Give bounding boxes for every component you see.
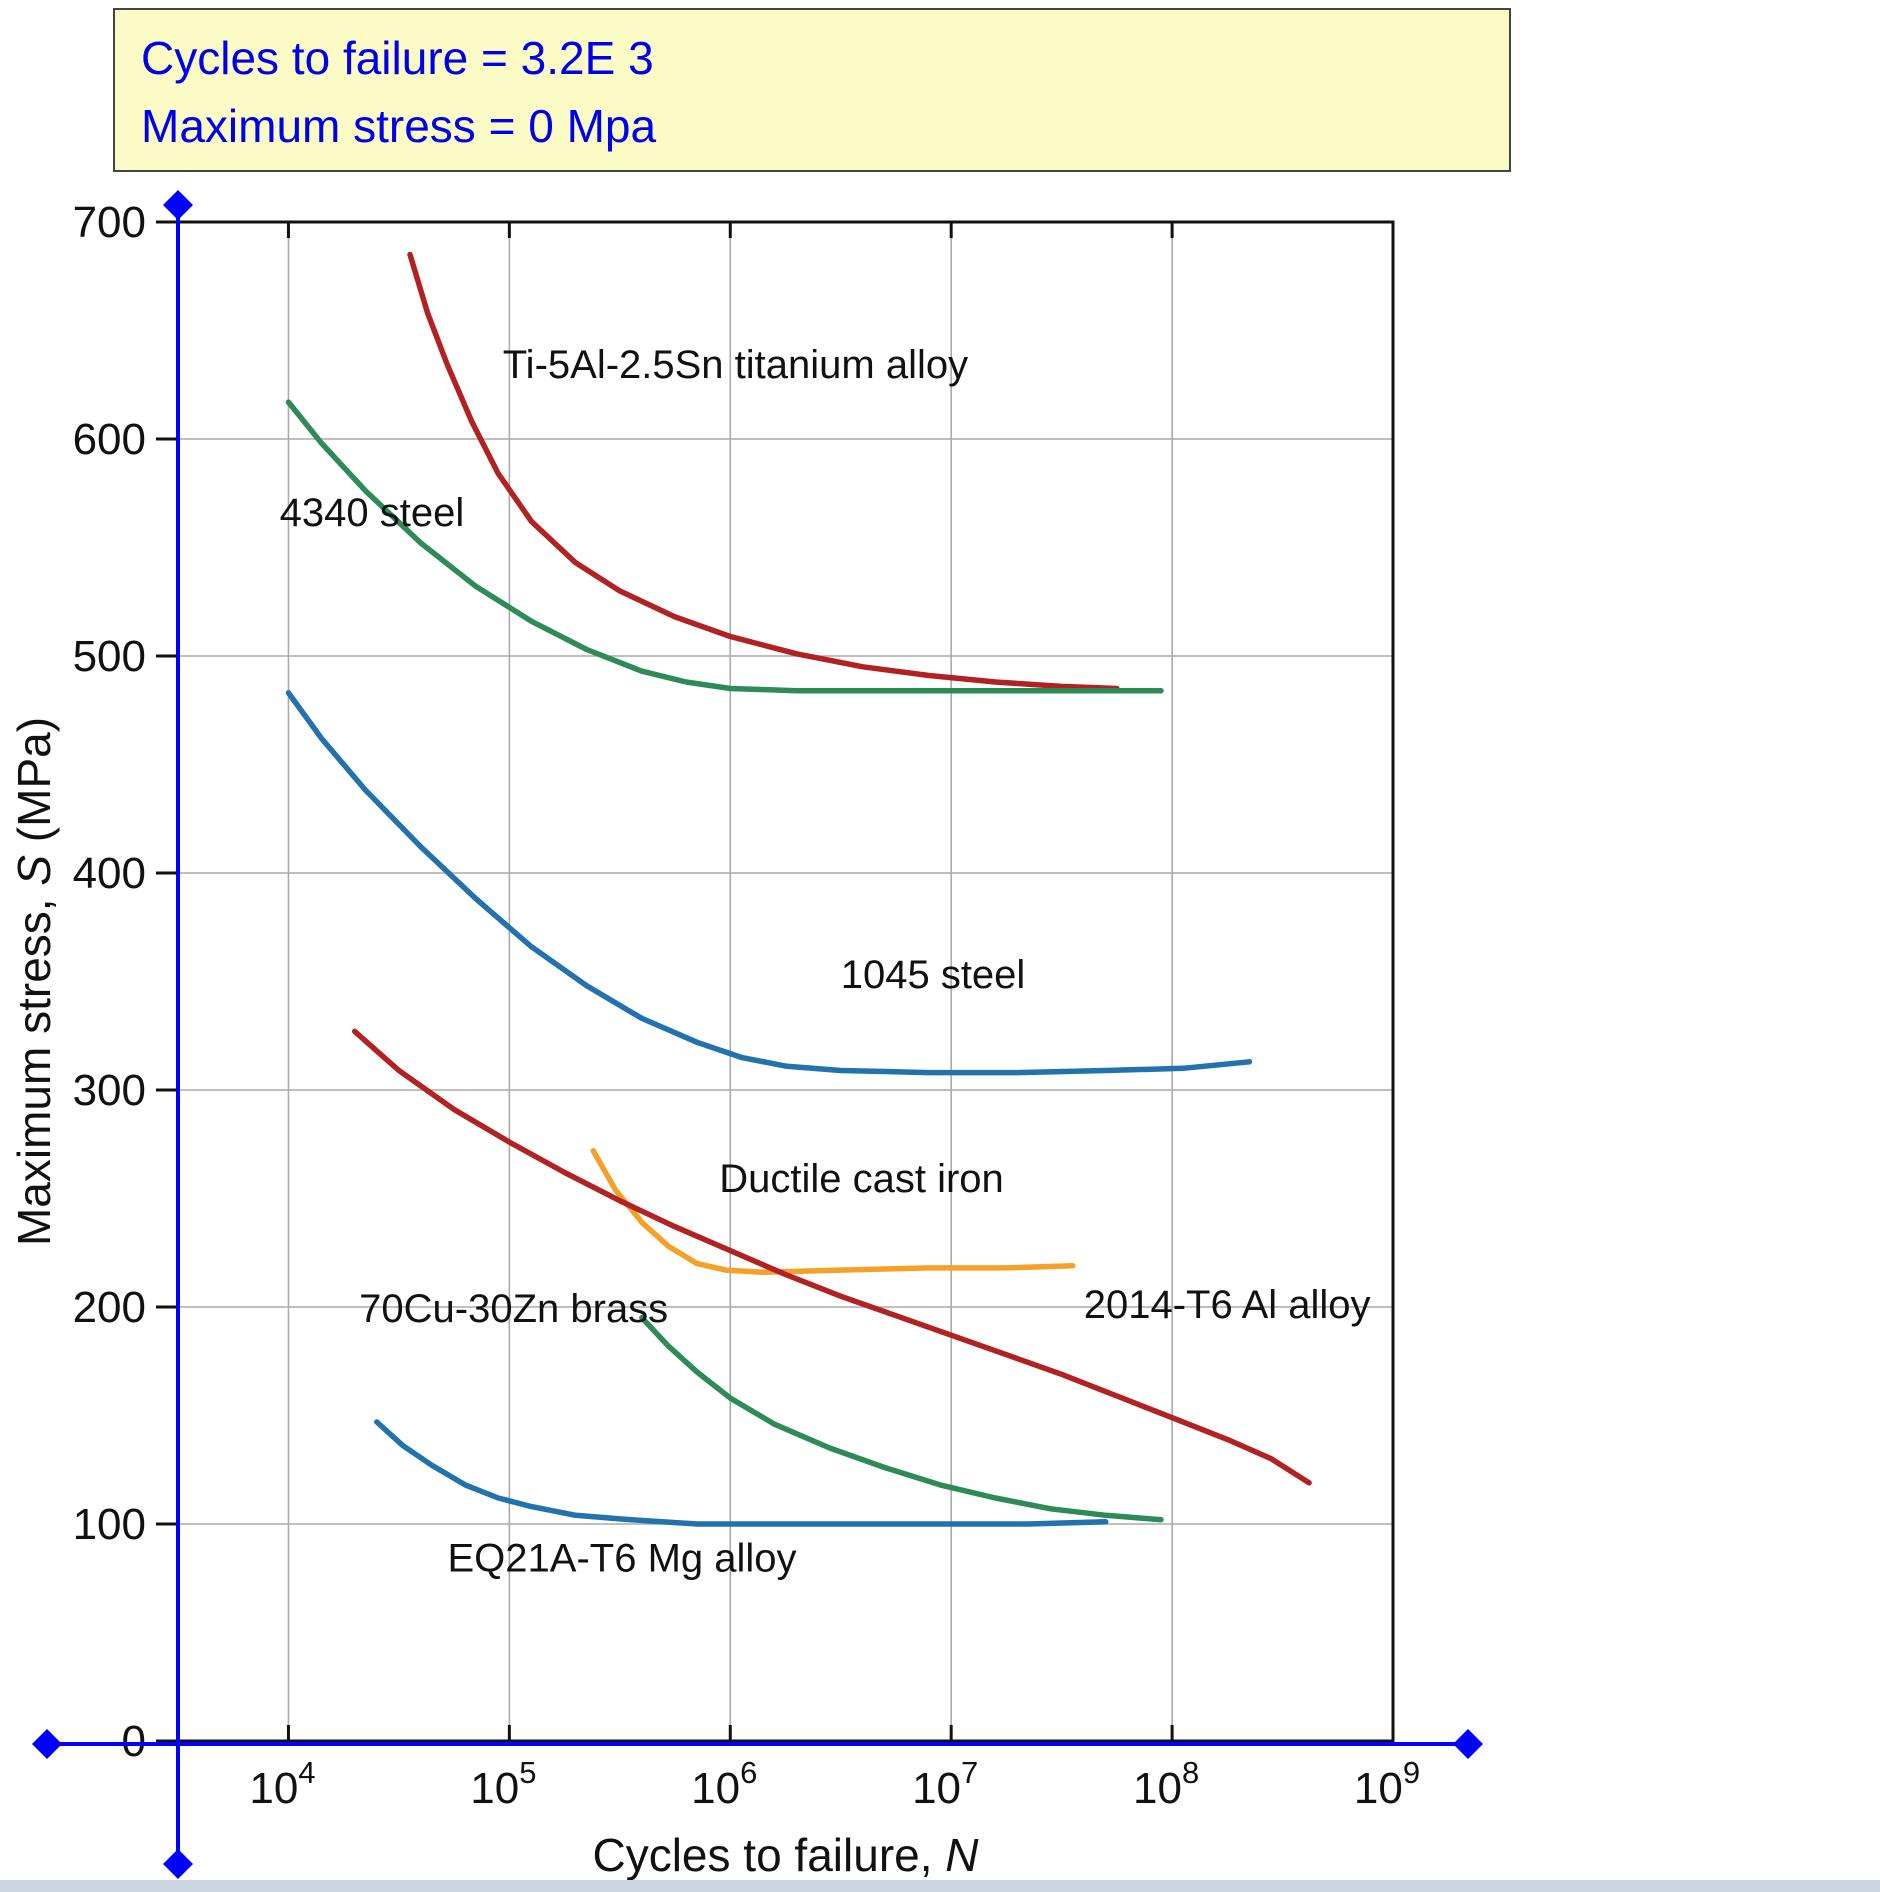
curve-ti-5al-2-5sn-titanium-alloy — [407, 251, 1120, 692]
cycles-readout: Cycles to failure = 3.2E 3 — [141, 32, 654, 84]
curve-ductile-cast-iron — [590, 1148, 1076, 1276]
curve-70cu-30zn-brass — [639, 1315, 1164, 1523]
x-tick-label: 107 — [912, 1755, 978, 1813]
curve-label-ductile-cast-iron: Ductile cast iron — [719, 1157, 1004, 1201]
y-tick-label: 500 — [73, 632, 146, 681]
y-tick-label: 700 — [73, 198, 146, 247]
y-axis-title: Maximum stress, S (MPa) — [8, 717, 60, 1246]
x-tick-label: 104 — [249, 1755, 315, 1813]
window-bottom-edge — [0, 1880, 1880, 1892]
y-tick-label: 400 — [73, 849, 146, 898]
crosshair-handle[interactable] — [32, 1729, 62, 1759]
y-tick-label: 300 — [73, 1066, 146, 1115]
curve-2014-t6-al-alloy — [351, 1028, 1312, 1486]
x-tick-label: 106 — [691, 1755, 757, 1813]
curve-eq21a-t6-mg-alloy — [374, 1419, 1109, 1527]
curve-4340-steel — [285, 399, 1164, 694]
curve-label-1045-steel: 1045 steel — [841, 953, 1026, 997]
curve-label-4340-steel: 4340 steel — [280, 491, 465, 535]
plot-border — [176, 220, 1395, 1743]
x-tick-label: 109 — [1354, 1755, 1420, 1813]
x-tick-label: 105 — [470, 1755, 536, 1813]
crosshair-handle[interactable] — [1453, 1729, 1483, 1759]
y-tick-label: 200 — [73, 1283, 146, 1332]
x-tick-label: 108 — [1133, 1755, 1199, 1813]
curve-label-70cu-30zn-brass: 70Cu-30Zn brass — [359, 1287, 668, 1331]
curve-label-2014-t6-al-alloy: 2014-T6 Al alloy — [1084, 1283, 1371, 1327]
readout-panel: Cycles to failure = 3.2E 3 Maximum stres… — [113, 8, 1511, 172]
x-axis-title: Cycles to failure, N — [592, 1829, 979, 1881]
curve-label-ti-5al-2-5sn-titanium-alloy: Ti-5Al-2.5Sn titanium alloy — [503, 343, 968, 387]
curve-1045-steel — [285, 690, 1253, 1076]
y-tick-label: 600 — [73, 415, 146, 464]
crosshair-handle[interactable] — [163, 190, 193, 220]
stress-readout: Maximum stress = 0 Mpa — [141, 100, 657, 152]
y-tick-label: 100 — [73, 1500, 146, 1549]
crosshair-handle[interactable] — [163, 1849, 193, 1879]
y-tick-label: 0 — [122, 1717, 146, 1766]
curve-label-eq21a-t6-mg-alloy: EQ21A-T6 Mg alloy — [448, 1537, 797, 1581]
